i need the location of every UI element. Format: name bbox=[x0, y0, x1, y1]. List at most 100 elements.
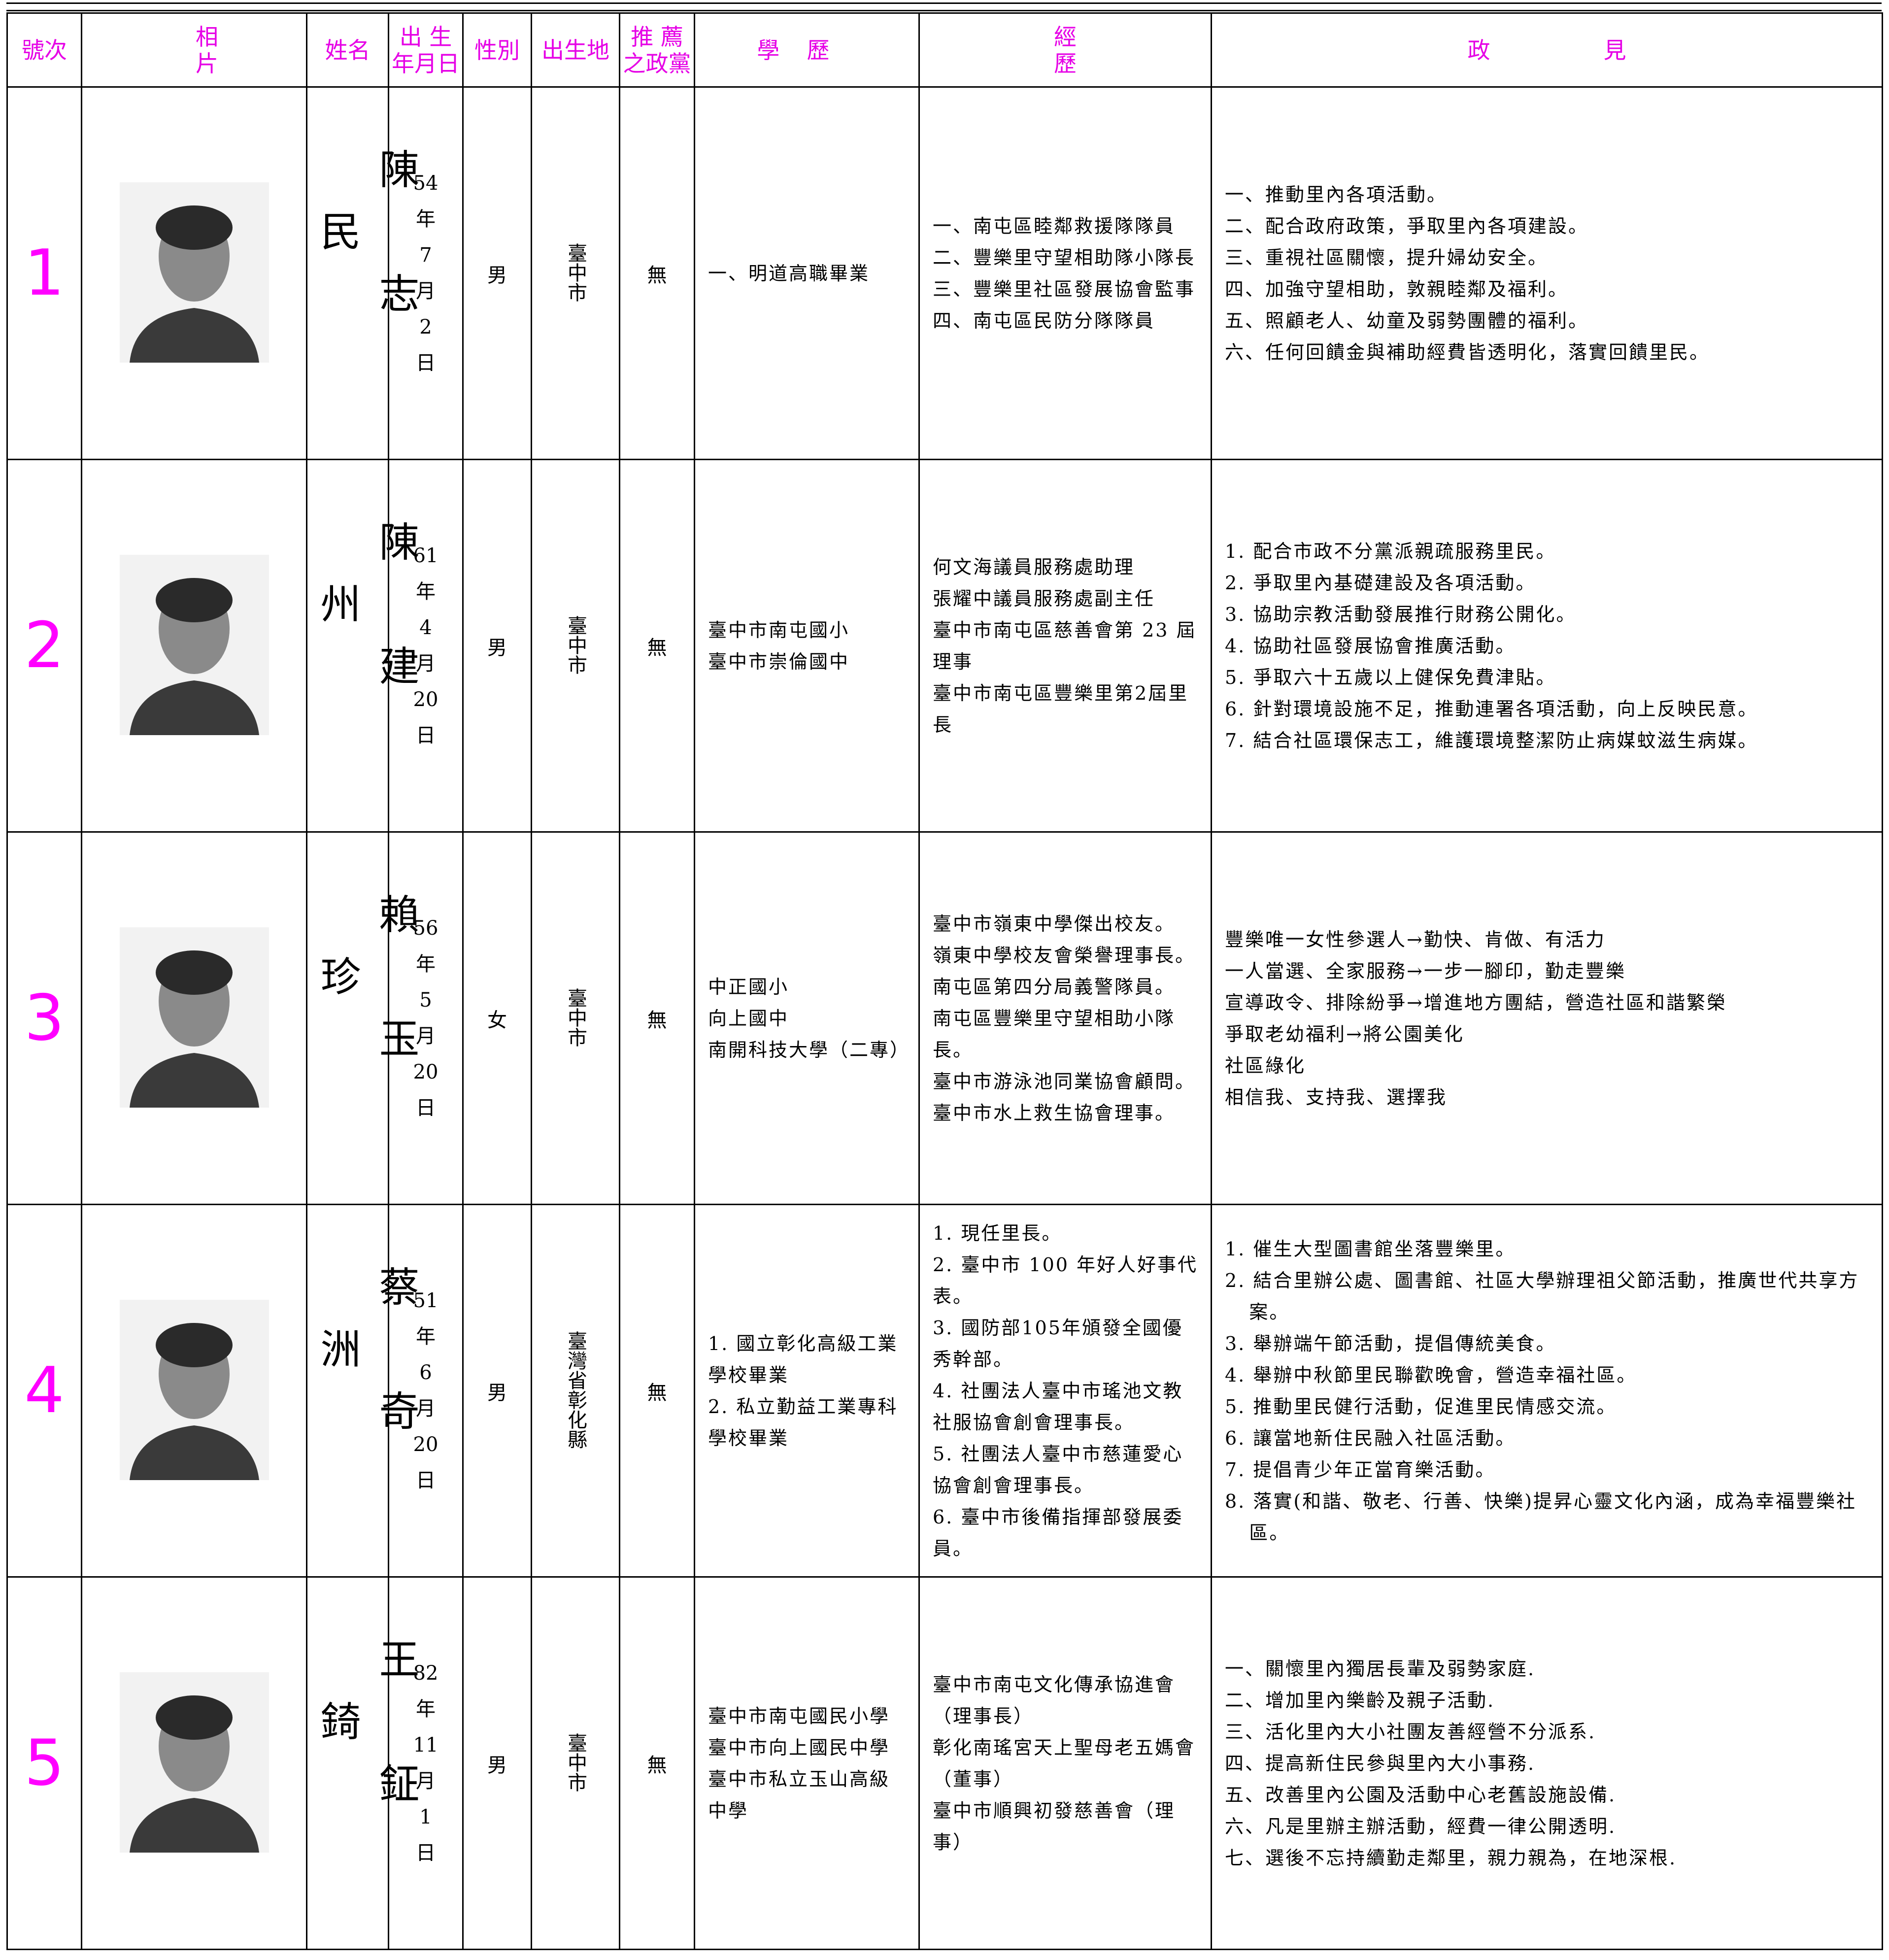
experience-line: 張耀中議員服務處副主任 bbox=[933, 587, 1155, 609]
platform-line: 4. 協助社區發展協會推廣活動。 bbox=[1225, 635, 1516, 657]
candidate-table: 號次 相片 姓名 出 生年月日 性別 出生地 推 薦之政黨 學歷 經歷 政見 1… bbox=[6, 12, 1883, 1950]
platform-line: 三、重視社區關懷，提升婦幼安全。 bbox=[1225, 246, 1549, 269]
platform-line: 二、增加里內樂齡及親子活動. bbox=[1225, 1689, 1495, 1711]
platform-line: 5. 推動里民健行活動，促進里民情感交流。 bbox=[1225, 1395, 1617, 1418]
name: 陳志民 bbox=[313, 148, 419, 397]
platform-cell: 一、關懷里內獨居長輩及弱勢家庭. 二、增加里內樂齡及親子活動. 三、活化里內大小社團… bbox=[1211, 1576, 1883, 1950]
birth-part: 年 bbox=[416, 952, 436, 976]
name: 王鉦錡 bbox=[313, 1638, 419, 1887]
photo-cell bbox=[81, 831, 307, 1205]
name: 陳建州 bbox=[313, 520, 419, 769]
candidate-row: 2 陳建州 61 年 4 月 20 日男臺中市無臺中市南屯國小 臺中市崇倫國中 何文海議員服務處助… bbox=[6, 459, 1883, 833]
experience-line: 臺中市嶺東中學傑出校友。 bbox=[933, 912, 1176, 935]
platform-line: 1. 催生大型圖書館坐落豐樂里。 bbox=[1225, 1238, 1516, 1260]
birth-part: 2 bbox=[419, 315, 432, 338]
platform-line: 3. 協助宗教活動發展推行財務公開化。 bbox=[1225, 603, 1577, 625]
header-cell: 經歷 bbox=[918, 12, 1212, 88]
education-line: 向上國中 bbox=[708, 1007, 789, 1029]
education-cell: 中正國小 向上國中 南開科技大學（二專） bbox=[694, 831, 920, 1205]
platform-line: 六、凡是里辦主辦活動，經費一律公開透明. bbox=[1225, 1815, 1617, 1837]
candidate-row: 3 賴玉珍 56 年 5 月 20 日女臺中市無中正國小 向上國中 南開科技大學（二專） 臺中市嶺東… bbox=[6, 831, 1883, 1205]
platform-line: 一、推動里內各項活動。 bbox=[1225, 183, 1448, 205]
experience-line: 臺中市南屯區豐樂里第2屆里長 bbox=[933, 682, 1189, 736]
platform-line: 五、照顧老人、幼童及弱勢團體的福利。 bbox=[1225, 309, 1589, 332]
education-line: 臺中市崇倫國中 bbox=[708, 650, 850, 673]
experience-line: 嶺東中學校友會榮譽理事長。 bbox=[933, 944, 1196, 966]
experience-line: 臺中市順興初發慈善會（理事） bbox=[933, 1799, 1176, 1853]
name: 賴玉珍 bbox=[313, 893, 419, 1142]
platform-line: 8. 落實(和諧、敬老、行善、快樂)提昇心靈文化內涵，成為幸福豐樂社區。 bbox=[1225, 1490, 1856, 1544]
experience-line: 何文海議員服務處助理 bbox=[933, 556, 1135, 578]
experience-line: 4. 社團法人臺中市瑤池文教社服協會創會理事長。 bbox=[933, 1380, 1183, 1433]
party: 無 bbox=[619, 1576, 695, 1950]
birth-part: 6 bbox=[419, 1361, 432, 1384]
platform-line: 六、任何回饋金與補助經費皆透明化，落實回饋里民。 bbox=[1225, 341, 1710, 363]
photo bbox=[119, 554, 269, 735]
photo-cell bbox=[81, 86, 307, 460]
header-cell: 學歷 bbox=[694, 12, 920, 88]
header-line: 之政黨 bbox=[623, 50, 691, 77]
number: 2 bbox=[6, 459, 82, 833]
birth-cell: 61 年 4 月 20 日 bbox=[388, 459, 464, 833]
birth-part: 5 bbox=[419, 988, 432, 1012]
gender: 女 bbox=[462, 831, 532, 1205]
platform-line: 三、活化里內大小社團友善經營不分派系. bbox=[1225, 1721, 1596, 1743]
birth-cell: 82 年 11 月 1 日 bbox=[388, 1576, 464, 1950]
platform-line: 一人當選、全家服務→一步一腳印，勤走豐樂 bbox=[1225, 960, 1626, 982]
platform-line: 相信我、支持我、選擇我 bbox=[1225, 1086, 1448, 1108]
photo-cell bbox=[81, 1576, 307, 1950]
experience-line: 臺中市南屯區慈善會第 23 屆理事 bbox=[933, 619, 1197, 673]
education-line: 2. 私立勤益工業專科學校畢業 bbox=[708, 1395, 898, 1449]
platform-line: 6. 針對環境設施不足，推動連署各項活動，向上反映民意。 bbox=[1225, 698, 1758, 720]
birth-part: 日 bbox=[416, 1841, 436, 1864]
platform-line: 二、配合政府政策，爭取里內各項建設。 bbox=[1225, 215, 1589, 237]
header-cell: 姓名 bbox=[306, 12, 389, 88]
header-line: 推 薦 bbox=[631, 23, 683, 50]
header-row: 號次 相片 姓名 出 生年月日 性別 出生地 推 薦之政黨 學歷 經歷 政見 bbox=[6, 12, 1883, 88]
candidate-row: 4 蔡奇洲 51 年 6 月 20 日 男 臺灣省彰化縣 無 1. 國立彰化高級工業學校畢業 2. 私立… bbox=[6, 1204, 1883, 1578]
header-line: 年月日 bbox=[392, 50, 460, 77]
education-cell: 臺中市南屯國小 臺中市崇倫國中 bbox=[694, 459, 920, 833]
birth-part: 11 bbox=[413, 1733, 439, 1757]
experience-cell: 臺中市南屯文化傳承協進會（理事長） 彰化南瑤宮天上聖母老五媽會（董事） 臺中市順興初… bbox=[918, 1576, 1212, 1950]
photo bbox=[119, 1299, 269, 1480]
birth-part: 日 bbox=[416, 1096, 436, 1119]
experience-line: 6. 臺中市後備指揮部發展委員。 bbox=[933, 1506, 1183, 1559]
education-line: 臺中市南屯國小 bbox=[708, 619, 850, 641]
birthplace-cell: 臺中市 bbox=[531, 1576, 620, 1950]
birth-part: 61 bbox=[413, 544, 439, 567]
education-cell: 1. 國立彰化高級工業學校畢業 2. 私立勤益工業專科學校畢業 bbox=[694, 1204, 920, 1578]
platform-line: 7. 結合社區環保志工，維護環境整潔防止病媒蚊滋生病媒。 bbox=[1225, 729, 1758, 751]
education-cell: 臺中市南屯國民小學 臺中市向上國民中學 臺中市私立玉山高級中學 bbox=[694, 1576, 920, 1950]
gender: 男 bbox=[462, 1204, 532, 1578]
party: 無 bbox=[619, 831, 695, 1205]
experience-line: 南屯區第四分局義警隊員。 bbox=[933, 976, 1176, 998]
birth-part: 月 bbox=[416, 1397, 436, 1420]
experience-line: 臺中市南屯文化傳承協進會（理事長） bbox=[933, 1673, 1176, 1727]
education-line: 1. 國立彰化高級工業學校畢業 bbox=[708, 1332, 898, 1386]
header-cell: 性別 bbox=[462, 12, 532, 88]
experience-line: 2. 臺中市 100 年好人好事代表。 bbox=[933, 1253, 1198, 1307]
platform-line: 社區綠化 bbox=[1225, 1054, 1306, 1077]
platform-line: 一、關懷里內獨居長輩及弱勢家庭. bbox=[1225, 1657, 1536, 1680]
platform-line: 6. 讓當地新住民融入社區活動。 bbox=[1225, 1427, 1516, 1449]
birth-part: 年 bbox=[416, 207, 436, 231]
experience-cell: 1. 現任里長。 2. 臺中市 100 年好人好事代表。 3. 國防部105年頒發全… bbox=[918, 1204, 1212, 1578]
birthplace-cell: 臺中市 bbox=[531, 459, 620, 833]
name-cell: 蔡奇洲 bbox=[306, 1204, 419, 1578]
birth-cell: 56 年 5 月 20 日 bbox=[388, 831, 464, 1205]
birth-part: 月 bbox=[416, 1024, 436, 1048]
birth-part: 51 bbox=[413, 1289, 439, 1312]
birth-part: 1 bbox=[419, 1805, 432, 1828]
birth-part: 20 bbox=[413, 1433, 439, 1456]
number: 4 bbox=[6, 1204, 82, 1578]
photo bbox=[119, 182, 269, 363]
experience-line: 南屯區豐樂里守望相助小隊長。 bbox=[933, 1007, 1176, 1061]
name-cell: 賴玉珍 bbox=[306, 831, 419, 1205]
birthplace: 臺中市 bbox=[564, 242, 587, 302]
candidate-row: 5 王鉦錡 82 年 11 月 1 日 男 臺中市 無臺中市南屯國民小學 臺中市向上國民中學 臺中市私立… bbox=[6, 1576, 1883, 1950]
gender: 男 bbox=[462, 86, 532, 460]
birthplace-cell: 臺灣省彰化縣 bbox=[531, 1204, 620, 1578]
birth-part: 4 bbox=[419, 616, 432, 639]
